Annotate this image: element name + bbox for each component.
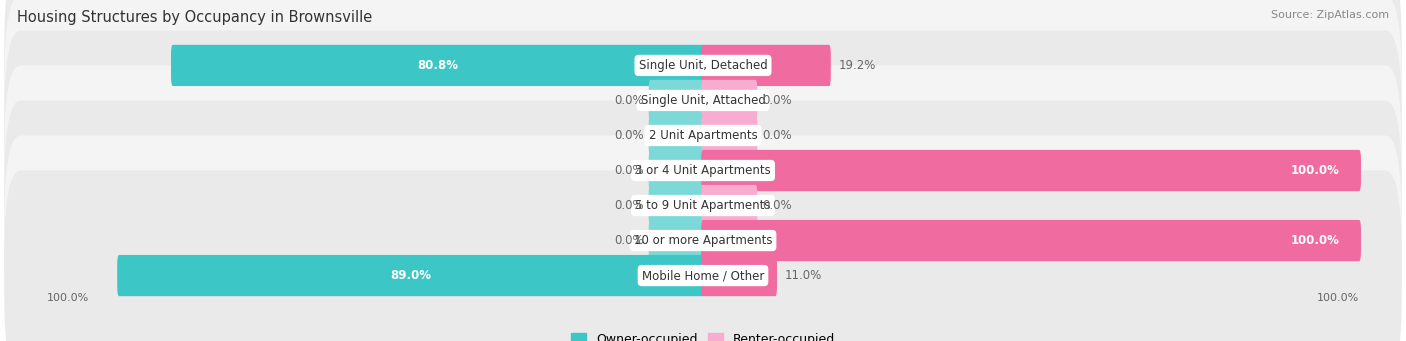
FancyBboxPatch shape bbox=[172, 45, 704, 86]
Text: 11.0%: 11.0% bbox=[785, 269, 823, 282]
FancyBboxPatch shape bbox=[648, 115, 704, 156]
Text: 89.0%: 89.0% bbox=[391, 269, 432, 282]
FancyBboxPatch shape bbox=[4, 30, 1402, 240]
Text: 0.0%: 0.0% bbox=[614, 164, 644, 177]
FancyBboxPatch shape bbox=[702, 45, 831, 86]
FancyBboxPatch shape bbox=[117, 255, 704, 296]
FancyBboxPatch shape bbox=[702, 80, 758, 121]
Text: 5 to 9 Unit Apartments: 5 to 9 Unit Apartments bbox=[636, 199, 770, 212]
FancyBboxPatch shape bbox=[702, 220, 1361, 261]
FancyBboxPatch shape bbox=[702, 150, 1361, 191]
Text: 0.0%: 0.0% bbox=[762, 199, 792, 212]
Text: 2 Unit Apartments: 2 Unit Apartments bbox=[648, 129, 758, 142]
Text: 100.0%: 100.0% bbox=[1291, 164, 1340, 177]
Text: Source: ZipAtlas.com: Source: ZipAtlas.com bbox=[1271, 10, 1389, 20]
Text: 0.0%: 0.0% bbox=[762, 129, 792, 142]
Text: 10 or more Apartments: 10 or more Apartments bbox=[634, 234, 772, 247]
FancyBboxPatch shape bbox=[4, 0, 1402, 206]
FancyBboxPatch shape bbox=[4, 135, 1402, 341]
Text: 0.0%: 0.0% bbox=[614, 94, 644, 107]
Text: Single Unit, Detached: Single Unit, Detached bbox=[638, 59, 768, 72]
FancyBboxPatch shape bbox=[4, 65, 1402, 276]
Text: 19.2%: 19.2% bbox=[839, 59, 876, 72]
FancyBboxPatch shape bbox=[4, 0, 1402, 170]
Text: Housing Structures by Occupancy in Brownsville: Housing Structures by Occupancy in Brown… bbox=[17, 10, 373, 25]
FancyBboxPatch shape bbox=[648, 150, 704, 191]
Text: 100.0%: 100.0% bbox=[1317, 293, 1360, 303]
FancyBboxPatch shape bbox=[648, 80, 704, 121]
FancyBboxPatch shape bbox=[4, 101, 1402, 311]
FancyBboxPatch shape bbox=[702, 115, 758, 156]
FancyBboxPatch shape bbox=[648, 185, 704, 226]
Text: 0.0%: 0.0% bbox=[614, 129, 644, 142]
Text: 0.0%: 0.0% bbox=[762, 94, 792, 107]
FancyBboxPatch shape bbox=[702, 255, 778, 296]
Legend: Owner-occupied, Renter-occupied: Owner-occupied, Renter-occupied bbox=[567, 328, 839, 341]
Text: Mobile Home / Other: Mobile Home / Other bbox=[641, 269, 765, 282]
Text: 80.8%: 80.8% bbox=[418, 59, 458, 72]
Text: 0.0%: 0.0% bbox=[614, 199, 644, 212]
Text: Single Unit, Attached: Single Unit, Attached bbox=[641, 94, 765, 107]
Text: 0.0%: 0.0% bbox=[614, 234, 644, 247]
Text: 3 or 4 Unit Apartments: 3 or 4 Unit Apartments bbox=[636, 164, 770, 177]
FancyBboxPatch shape bbox=[4, 170, 1402, 341]
FancyBboxPatch shape bbox=[702, 185, 758, 226]
Text: 100.0%: 100.0% bbox=[46, 293, 89, 303]
Text: 100.0%: 100.0% bbox=[1291, 234, 1340, 247]
FancyBboxPatch shape bbox=[648, 220, 704, 261]
